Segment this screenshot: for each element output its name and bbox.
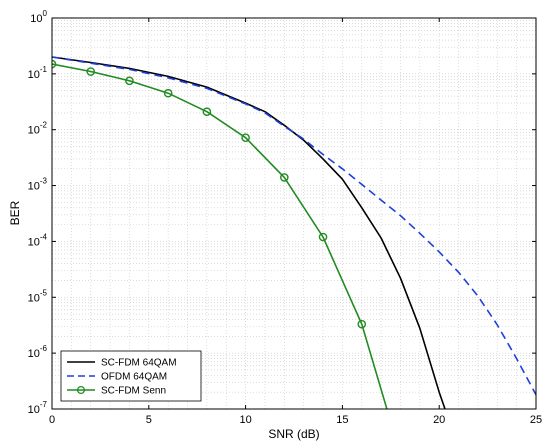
x-tick-labels: 0 5 10 15 20 25 [49,414,542,426]
series-marker-2 [357,319,367,329]
series-marker-2 [241,133,250,142]
legend-entry-0: SC-FDM 64QAM [101,358,177,369]
y-tick-label: 10-5 [28,288,48,304]
x-tick-label: 15 [336,414,348,426]
tick-marks [51,17,537,410]
plot-frame [51,17,537,410]
grid [52,18,536,409]
y-tick-label: 10-2 [28,121,48,137]
x-tick-label: 0 [49,414,55,426]
series-marker-2 [318,232,328,242]
series-marker-2 [125,76,134,86]
y-tick-label: 10-1 [28,65,48,81]
x-tick-label: 10 [239,414,251,426]
y-tick-label: 10-4 [28,232,48,248]
y-tick-label: 10-7 [28,400,48,416]
y-tick-labels: 100 10-1 10-2 10-3 10-4 10-5 10-6 10-7 [28,9,48,416]
y-tick-label: 10-3 [28,177,48,193]
legend-entry-2: SC-FDM Senn [101,386,166,397]
x-axis-label: SNR (dB) [268,427,319,441]
series-line-0 [52,56,446,409]
y-tick-label: 100 [30,9,47,25]
x-tick-label: 25 [530,414,542,426]
series-marker-2 [163,88,173,98]
legend: SC-FDM 64QAM OFDM 64QAM SC-FDM Senn [60,350,202,402]
series-line-1 [52,56,536,396]
series-marker-2 [202,107,212,117]
y-axis-label: BER [8,200,22,225]
legend-entry-1: OFDM 64QAM [101,372,167,383]
series-marker-2 [86,67,96,76]
x-tick-label: 20 [433,414,445,426]
series-line-2 [52,63,388,409]
y-tick-label: 10-6 [28,344,48,360]
x-tick-label: 5 [146,414,152,426]
legend-marker-2 [76,385,86,395]
series-marker-2 [280,173,289,182]
